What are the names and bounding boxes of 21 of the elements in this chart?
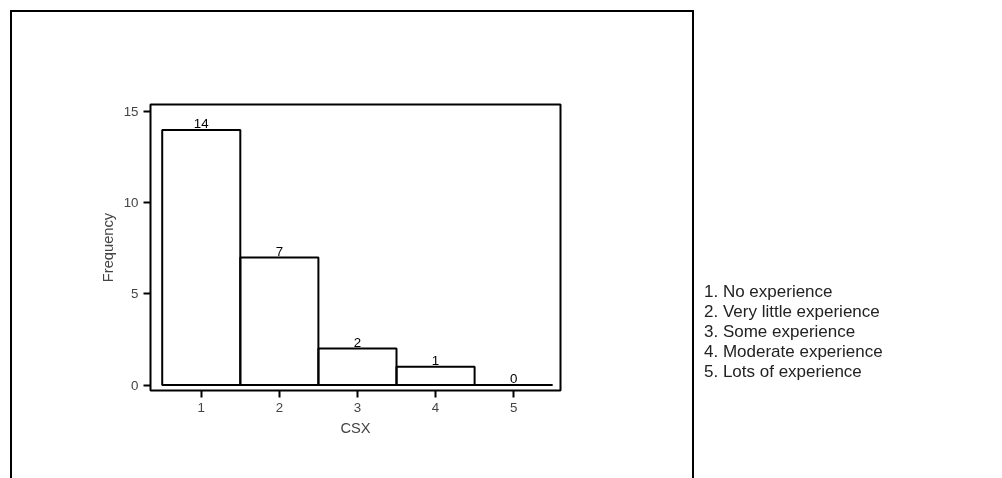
data-label: 0 <box>509 371 518 387</box>
text: 3. Some experience <box>704 322 857 342</box>
text: 1. No experience <box>704 282 834 302</box>
y-axis-title: Frequency <box>99 212 116 283</box>
x-tick-label: 2 <box>275 399 284 415</box>
x-tick-label: 3 <box>353 399 362 415</box>
y-tick-label: 10 <box>123 195 139 211</box>
y-tick-label: 15 <box>123 104 139 120</box>
x-axis-title: CSX <box>340 419 371 436</box>
data-label: 14 <box>193 116 210 131</box>
text: 4. Moderate experience <box>704 342 883 362</box>
x-tick-label: 1 <box>197 399 205 415</box>
data-label: 1 <box>431 352 440 368</box>
x-tick-label: 4 <box>431 399 440 415</box>
data-label: 2 <box>353 334 362 350</box>
y-tick-label: 5 <box>131 286 139 302</box>
data-label: 7 <box>275 243 284 259</box>
text: 2. Very little experience <box>704 302 881 322</box>
text: 5. Lots of experience <box>704 362 863 382</box>
x-tick-label: 5 <box>509 399 518 415</box>
y-tick-label: 0 <box>131 377 139 393</box>
